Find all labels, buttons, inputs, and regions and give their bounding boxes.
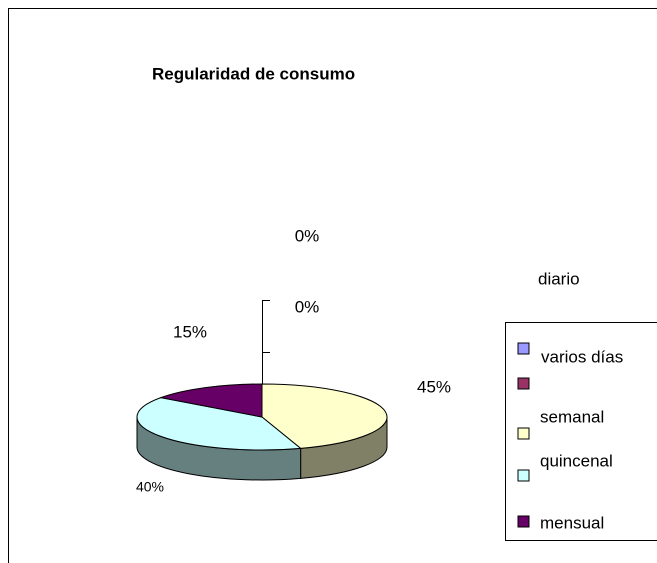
- legend-label: quincenal: [540, 451, 613, 470]
- data-label: 40%: [136, 479, 164, 495]
- legend-swatch: [517, 377, 530, 390]
- data-label: 0%: [295, 226, 320, 245]
- legend-swatch: [517, 469, 530, 482]
- pie-slice: [158, 383, 263, 418]
- data-label: 0%: [295, 297, 320, 316]
- legend-swatch: [517, 342, 530, 355]
- leader-lines: [262, 300, 270, 384]
- data-label: 15%: [173, 322, 207, 341]
- legend-label: mensual: [540, 513, 604, 532]
- legend-label: semanal: [540, 407, 604, 426]
- legend-box: [505, 322, 657, 541]
- legend-label: diario: [538, 269, 580, 288]
- pie-slice: [261, 383, 388, 449]
- chart-title: Regularidad de consumo: [152, 64, 355, 83]
- legend-swatch: [517, 515, 530, 528]
- legend-label: varios días: [541, 347, 623, 366]
- pie-slice: [136, 397, 302, 451]
- data-label: 45%: [417, 377, 451, 396]
- legend-swatch: [517, 427, 530, 440]
